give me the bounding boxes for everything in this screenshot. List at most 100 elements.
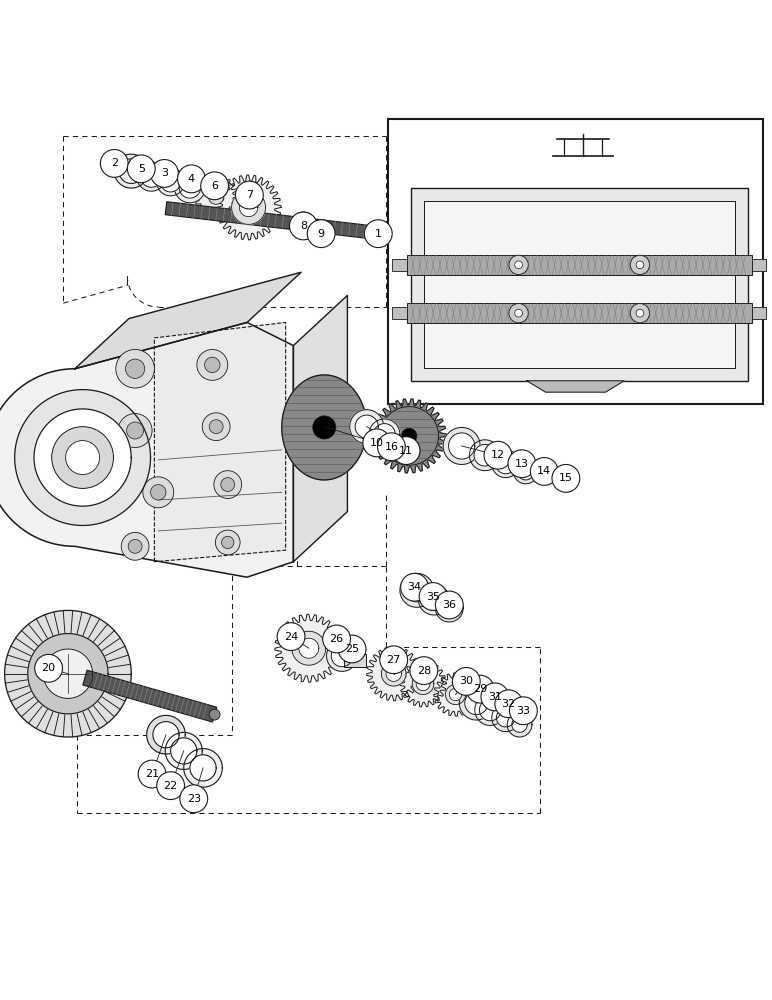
Text: 34: 34 [408,582,422,592]
Polygon shape [492,450,520,478]
Text: 3: 3 [161,168,168,178]
Text: 27: 27 [387,655,401,665]
Circle shape [484,441,512,469]
Polygon shape [512,717,527,732]
Circle shape [495,690,523,718]
Bar [407,255,751,275]
Circle shape [118,414,152,448]
Circle shape [205,357,220,373]
Text: 25: 25 [345,644,359,654]
Circle shape [35,654,63,682]
Polygon shape [412,673,434,695]
Text: 10: 10 [370,438,384,448]
Polygon shape [374,424,395,445]
Polygon shape [292,631,326,665]
Circle shape [419,583,447,610]
Polygon shape [299,638,319,658]
Polygon shape [313,224,329,239]
Circle shape [100,150,128,177]
Circle shape [201,172,229,200]
Polygon shape [195,175,238,218]
Polygon shape [83,670,217,722]
Bar [411,188,748,381]
Polygon shape [381,661,406,686]
Circle shape [127,422,144,439]
Polygon shape [474,444,496,466]
Circle shape [151,485,166,500]
Text: 21: 21 [145,769,159,779]
Text: 12: 12 [491,450,505,460]
Text: 1: 1 [374,229,382,239]
Circle shape [530,458,558,485]
Circle shape [636,309,644,317]
Circle shape [363,429,391,457]
Polygon shape [527,381,625,392]
Polygon shape [449,688,462,701]
Circle shape [222,536,234,549]
Circle shape [277,623,305,651]
Polygon shape [161,172,181,192]
Circle shape [380,646,408,674]
Text: 4: 4 [188,174,195,184]
Text: 23: 23 [187,794,201,804]
Text: 16: 16 [384,442,398,452]
Circle shape [209,709,220,720]
Polygon shape [165,202,378,239]
Text: 31: 31 [488,692,502,702]
Text: 9: 9 [317,229,325,239]
Polygon shape [275,614,343,682]
Polygon shape [34,409,131,506]
Polygon shape [216,175,281,240]
Circle shape [515,309,523,317]
Polygon shape [369,419,400,450]
Text: 8: 8 [300,221,307,231]
Text: 29: 29 [473,684,487,694]
Text: 20: 20 [42,663,56,673]
Polygon shape [459,686,493,720]
Circle shape [401,573,428,601]
Polygon shape [171,738,197,764]
Circle shape [66,441,100,475]
Text: 22: 22 [164,781,178,791]
Circle shape [364,220,392,248]
Polygon shape [293,295,347,562]
Polygon shape [469,440,500,471]
Text: 6: 6 [211,181,218,191]
Bar [392,307,407,319]
Polygon shape [475,695,506,725]
Circle shape [401,428,417,444]
Polygon shape [400,661,446,707]
Circle shape [121,532,149,560]
Circle shape [157,772,185,800]
Circle shape [510,697,537,725]
Polygon shape [75,272,301,369]
Bar [392,259,407,271]
Circle shape [151,160,178,187]
Text: 36: 36 [442,600,456,610]
Polygon shape [0,322,293,577]
Text: 13: 13 [515,459,529,469]
Text: 7: 7 [245,190,253,200]
Polygon shape [190,755,216,781]
Polygon shape [310,220,333,243]
Polygon shape [344,654,366,667]
Polygon shape [43,649,93,698]
Polygon shape [513,459,538,484]
Polygon shape [165,732,202,769]
Text: 28: 28 [417,666,431,676]
Circle shape [508,450,536,478]
Bar [751,259,767,271]
Circle shape [466,675,494,703]
Circle shape [435,591,463,619]
Text: 24: 24 [284,632,298,642]
Text: 35: 35 [426,591,440,601]
Polygon shape [28,634,108,714]
Circle shape [378,433,405,461]
Polygon shape [517,463,534,480]
Polygon shape [153,722,179,748]
Polygon shape [440,599,459,617]
Circle shape [197,349,228,380]
Polygon shape [445,685,466,705]
Circle shape [630,255,649,275]
Polygon shape [137,162,166,191]
